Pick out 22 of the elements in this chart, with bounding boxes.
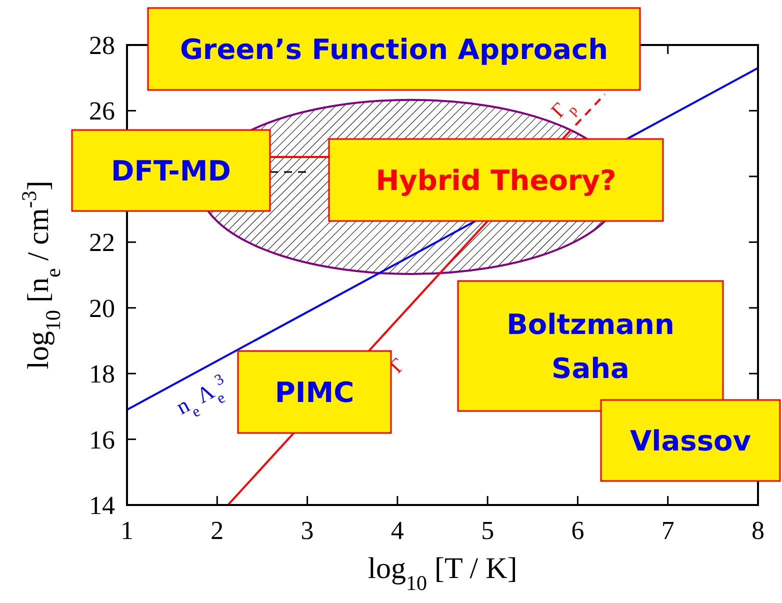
x-axis-title: log$_{10}$ [T / K]: [368, 552, 518, 595]
y-tick-label: 20: [89, 294, 115, 323]
y-tick-label: 22: [89, 228, 115, 258]
annotation: Boltzmann Saha: [506, 308, 674, 385]
y-tick-label: 28: [89, 31, 115, 60]
annotation: Green’s Function Approach: [180, 33, 608, 66]
annotation: Vlassov: [630, 424, 751, 458]
y-tick-label: 16: [89, 425, 115, 454]
annotation: PIMC: [274, 376, 354, 409]
y-tick-label: 14: [89, 491, 115, 520]
annotation: Hybrid Theory?: [376, 164, 616, 197]
x-tick-label: 1: [120, 516, 134, 545]
x-tick-label: 2: [210, 516, 224, 545]
annotation: DFT-MD: [110, 154, 232, 188]
x-tick-label: 6: [571, 516, 584, 545]
x-tick-label: 7: [661, 516, 674, 545]
y-tick-label: 18: [89, 360, 115, 389]
x-tick-label: 3: [300, 516, 314, 545]
y-tick-label: 26: [89, 96, 115, 126]
x-tick-label: 5: [481, 516, 494, 545]
x-tick-label: 8: [752, 516, 764, 545]
x-tick-label: 4: [390, 516, 404, 545]
